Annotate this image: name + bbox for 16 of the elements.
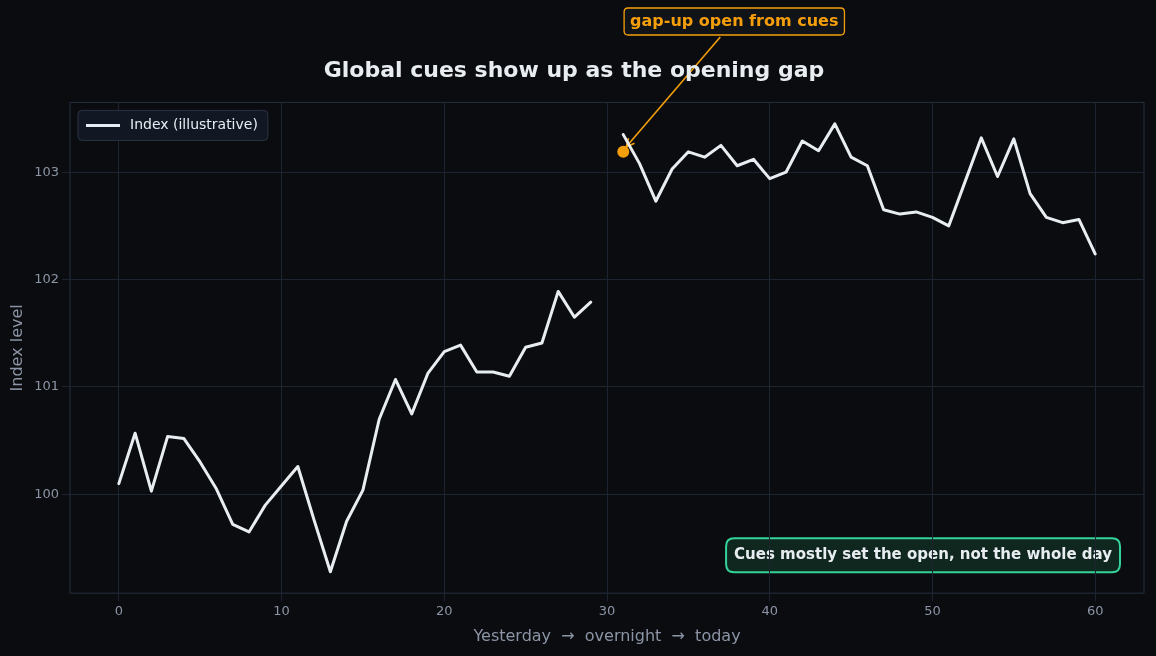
y-axis-title: Index level [6,304,26,392]
x-tick-label: 10 [273,603,290,619]
x-tick-label: 40 [761,603,779,619]
x-tick-label: 50 [924,603,941,619]
x-tick-label: 20 [436,603,453,619]
y-tick-label: 100 [34,485,60,501]
y-tick-label: 101 [34,378,60,394]
y-tick-label: 103 [34,163,60,179]
x-axis-title: Yesterday → overnight → today [472,625,741,645]
x-tick-label: 0 [114,603,123,619]
annotation: gap-up open from cues [630,11,839,31]
annotation: Cues mostly set the open, not the whole day [734,545,1113,564]
x-tick-label: 60 [1086,603,1104,619]
legend-label: Index (illustrative) [130,116,258,133]
x-tick-label: 30 [598,603,616,619]
y-tick-label: 102 [34,270,60,286]
